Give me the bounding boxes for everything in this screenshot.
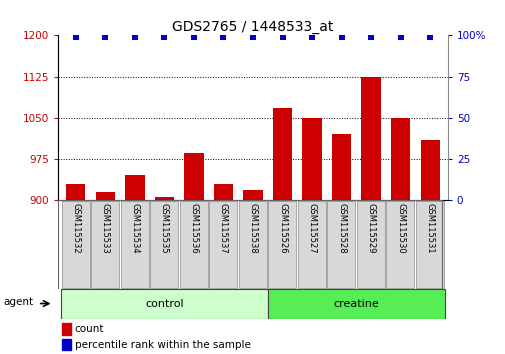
- Bar: [331, 134, 350, 200]
- Text: agent: agent: [3, 297, 33, 307]
- Point: [160, 34, 168, 40]
- Point: [278, 34, 286, 40]
- Point: [396, 34, 404, 40]
- Text: GSM115529: GSM115529: [366, 202, 375, 253]
- FancyBboxPatch shape: [150, 201, 178, 287]
- Bar: [61, 289, 267, 319]
- Text: control: control: [145, 298, 183, 309]
- Bar: [184, 153, 203, 200]
- Bar: [125, 175, 144, 200]
- Title: GDS2765 / 1448533_at: GDS2765 / 1448533_at: [172, 21, 333, 34]
- Bar: [155, 197, 174, 200]
- Text: GSM115533: GSM115533: [100, 202, 110, 253]
- Text: GSM115531: GSM115531: [425, 202, 434, 253]
- Bar: [95, 192, 115, 200]
- Point: [308, 34, 316, 40]
- FancyBboxPatch shape: [62, 201, 89, 287]
- FancyBboxPatch shape: [268, 201, 296, 287]
- Point: [189, 34, 197, 40]
- FancyBboxPatch shape: [179, 201, 208, 287]
- Bar: [66, 183, 85, 200]
- Bar: [361, 76, 380, 200]
- Text: GSM115528: GSM115528: [336, 202, 345, 253]
- Bar: [420, 139, 439, 200]
- Text: GSM115532: GSM115532: [71, 202, 80, 253]
- Point: [366, 34, 374, 40]
- Point: [101, 34, 109, 40]
- Text: GSM115537: GSM115537: [219, 202, 228, 253]
- Point: [131, 34, 139, 40]
- FancyBboxPatch shape: [297, 201, 325, 287]
- Point: [425, 34, 433, 40]
- Bar: [214, 183, 233, 200]
- Bar: [390, 118, 410, 200]
- FancyBboxPatch shape: [238, 201, 266, 287]
- FancyBboxPatch shape: [386, 201, 414, 287]
- FancyBboxPatch shape: [209, 201, 237, 287]
- FancyBboxPatch shape: [327, 201, 355, 287]
- Text: GSM115535: GSM115535: [160, 202, 169, 253]
- Text: GSM115526: GSM115526: [277, 202, 286, 253]
- FancyBboxPatch shape: [415, 201, 443, 287]
- Bar: [302, 118, 321, 200]
- FancyBboxPatch shape: [121, 201, 148, 287]
- Text: GSM115530: GSM115530: [395, 202, 405, 253]
- Text: GSM115536: GSM115536: [189, 202, 198, 253]
- Point: [219, 34, 227, 40]
- Text: count: count: [74, 324, 104, 334]
- Text: GSM115534: GSM115534: [130, 202, 139, 253]
- Point: [248, 34, 257, 40]
- Bar: [62, 339, 71, 350]
- Point: [337, 34, 345, 40]
- Point: [72, 34, 80, 40]
- Bar: [62, 323, 71, 335]
- FancyBboxPatch shape: [356, 201, 384, 287]
- Bar: [272, 108, 291, 200]
- Bar: [243, 190, 262, 200]
- FancyBboxPatch shape: [91, 201, 119, 287]
- Text: percentile rank within the sample: percentile rank within the sample: [74, 340, 250, 350]
- Text: GSM115527: GSM115527: [307, 202, 316, 253]
- Text: creatine: creatine: [333, 298, 378, 309]
- Bar: [267, 289, 444, 319]
- Text: GSM115538: GSM115538: [248, 202, 257, 253]
